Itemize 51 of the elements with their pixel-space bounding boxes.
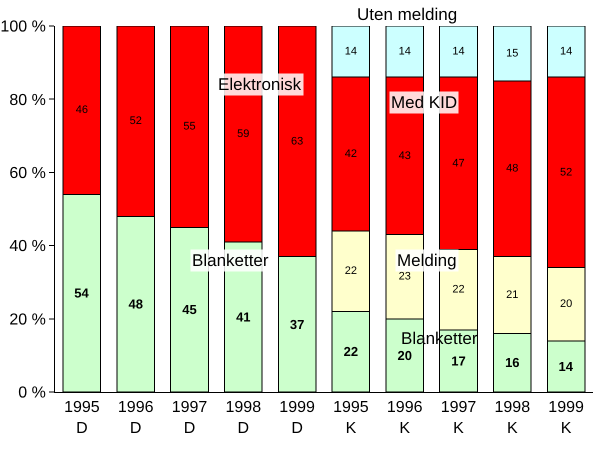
data-label: 48	[506, 162, 518, 175]
data-label: 23	[398, 270, 411, 283]
data-label: 20	[560, 298, 572, 310]
x-tick-label: 1999 D	[279, 399, 315, 437]
y-tick-label: 40 %	[9, 238, 46, 256]
x-tick-label: 1996 D	[118, 399, 154, 437]
data-label: 16	[505, 355, 520, 370]
y-tick-label: 20 %	[9, 311, 46, 328]
data-label: 52	[560, 166, 572, 178]
data-label: 52	[130, 115, 142, 128]
y-tick-label: 0 %	[18, 384, 46, 402]
data-label: 41	[236, 309, 251, 324]
x-tick-label: 1998 K	[494, 399, 530, 437]
y-tick-label: 60 %	[9, 165, 46, 182]
x-tick-label: 1999 K	[548, 399, 584, 437]
x-tick-label: 1997 D	[172, 399, 208, 437]
data-label: 22	[344, 344, 358, 360]
data-label: 14	[344, 46, 358, 58]
data-label: 48	[128, 296, 143, 312]
data-label: 15	[506, 47, 518, 60]
x-tick-label: 1998 D	[226, 399, 262, 437]
data-label: 21	[506, 289, 518, 302]
data-label: 63	[290, 135, 304, 148]
data-label: 54	[74, 286, 90, 301]
data-label: 37	[290, 316, 304, 332]
annotation: Blanketter	[192, 251, 269, 270]
x-tick-label: 1995 D	[64, 399, 100, 437]
data-label: 14	[398, 46, 411, 58]
data-label: 42	[344, 148, 358, 160]
data-label: 22	[344, 265, 358, 278]
data-label: 17	[451, 353, 466, 368]
data-label: 59	[237, 128, 250, 140]
data-label: 45	[182, 302, 197, 318]
data-label: 14	[452, 46, 465, 58]
data-label: 47	[452, 157, 465, 170]
data-label: 55	[183, 120, 196, 133]
data-label: 20	[397, 348, 412, 363]
data-label: 43	[398, 150, 411, 162]
x-tick-label: 1995 K	[333, 399, 369, 437]
x-tick-label: 1997 K	[440, 399, 476, 437]
data-label: 14	[558, 358, 574, 374]
text: Uten melding	[357, 5, 458, 24]
data-label: 22	[452, 284, 465, 296]
y-tick-label: 100 %	[0, 18, 46, 36]
data-label: 46	[76, 104, 88, 116]
annotation: Elektronisk	[218, 75, 302, 94]
data-label: 14	[560, 46, 572, 58]
y-tick-label: 80 %	[9, 92, 46, 109]
annotation: Med KID	[391, 93, 458, 112]
x-tick-label: 1996 K	[386, 399, 423, 437]
annotation: Melding	[397, 251, 457, 270]
